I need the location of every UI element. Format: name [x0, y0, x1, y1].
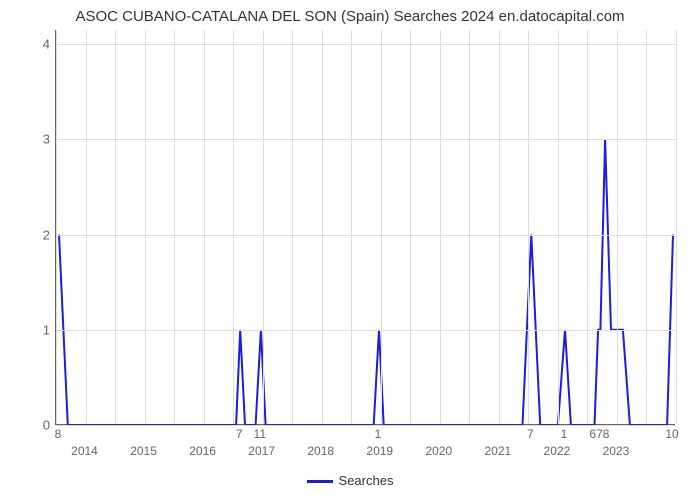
- grid-v: [351, 30, 352, 424]
- point-label: 10: [665, 427, 678, 441]
- y-tick-label: 3: [30, 132, 50, 147]
- grid-v: [115, 30, 116, 424]
- grid-v: [322, 30, 323, 424]
- grid-h: [56, 425, 675, 426]
- grid-h: [56, 330, 675, 331]
- grid-v: [292, 30, 293, 424]
- grid-v: [204, 30, 205, 424]
- point-label: 7: [527, 427, 534, 441]
- y-tick-label: 4: [30, 37, 50, 52]
- grid-v: [174, 30, 175, 424]
- x-year-label: 2014: [71, 444, 98, 458]
- x-year-label: 2016: [189, 444, 216, 458]
- x-year-label: 2017: [248, 444, 275, 458]
- x-year-label: 2023: [603, 444, 630, 458]
- y-tick-label: 0: [30, 418, 50, 433]
- x-year-label: 2019: [366, 444, 393, 458]
- chart-title: ASOC CUBANO-CATALANA DEL SON (Spain) Sea…: [0, 8, 700, 25]
- x-year-label: 2020: [425, 444, 452, 458]
- grid-h: [56, 235, 675, 236]
- grid-h: [56, 44, 675, 45]
- grid-v: [145, 30, 146, 424]
- grid-v: [469, 30, 470, 424]
- grid-v: [646, 30, 647, 424]
- legend: Searches: [0, 473, 700, 488]
- grid-v: [676, 30, 677, 424]
- grid-v: [410, 30, 411, 424]
- chart-container: ASOC CUBANO-CATALANA DEL SON (Spain) Sea…: [0, 0, 700, 500]
- grid-v: [381, 30, 382, 424]
- grid-v: [617, 30, 618, 424]
- grid-v: [440, 30, 441, 424]
- plot-area: [55, 30, 675, 425]
- y-tick-label: 2: [30, 227, 50, 242]
- point-label: 1: [561, 427, 568, 441]
- legend-label: Searches: [339, 473, 394, 488]
- point-label: 1: [375, 427, 382, 441]
- grid-v: [233, 30, 234, 424]
- series-svg: [56, 30, 676, 425]
- grid-v: [499, 30, 500, 424]
- point-label: 8: [55, 427, 62, 441]
- grid-v: [86, 30, 87, 424]
- legend-swatch: [307, 480, 333, 483]
- point-label: 11: [254, 427, 266, 441]
- grid-h: [56, 139, 675, 140]
- y-tick-label: 1: [30, 322, 50, 337]
- grid-v: [263, 30, 264, 424]
- x-year-label: 2018: [307, 444, 334, 458]
- x-year-label: 2015: [130, 444, 157, 458]
- point-label: 7: [236, 427, 243, 441]
- grid-v: [56, 30, 57, 424]
- grid-v: [528, 30, 529, 424]
- x-year-label: 2022: [544, 444, 571, 458]
- x-year-label: 2021: [484, 444, 511, 458]
- point-label: 678: [589, 427, 609, 441]
- grid-v: [587, 30, 588, 424]
- series-line: [59, 140, 673, 426]
- grid-v: [558, 30, 559, 424]
